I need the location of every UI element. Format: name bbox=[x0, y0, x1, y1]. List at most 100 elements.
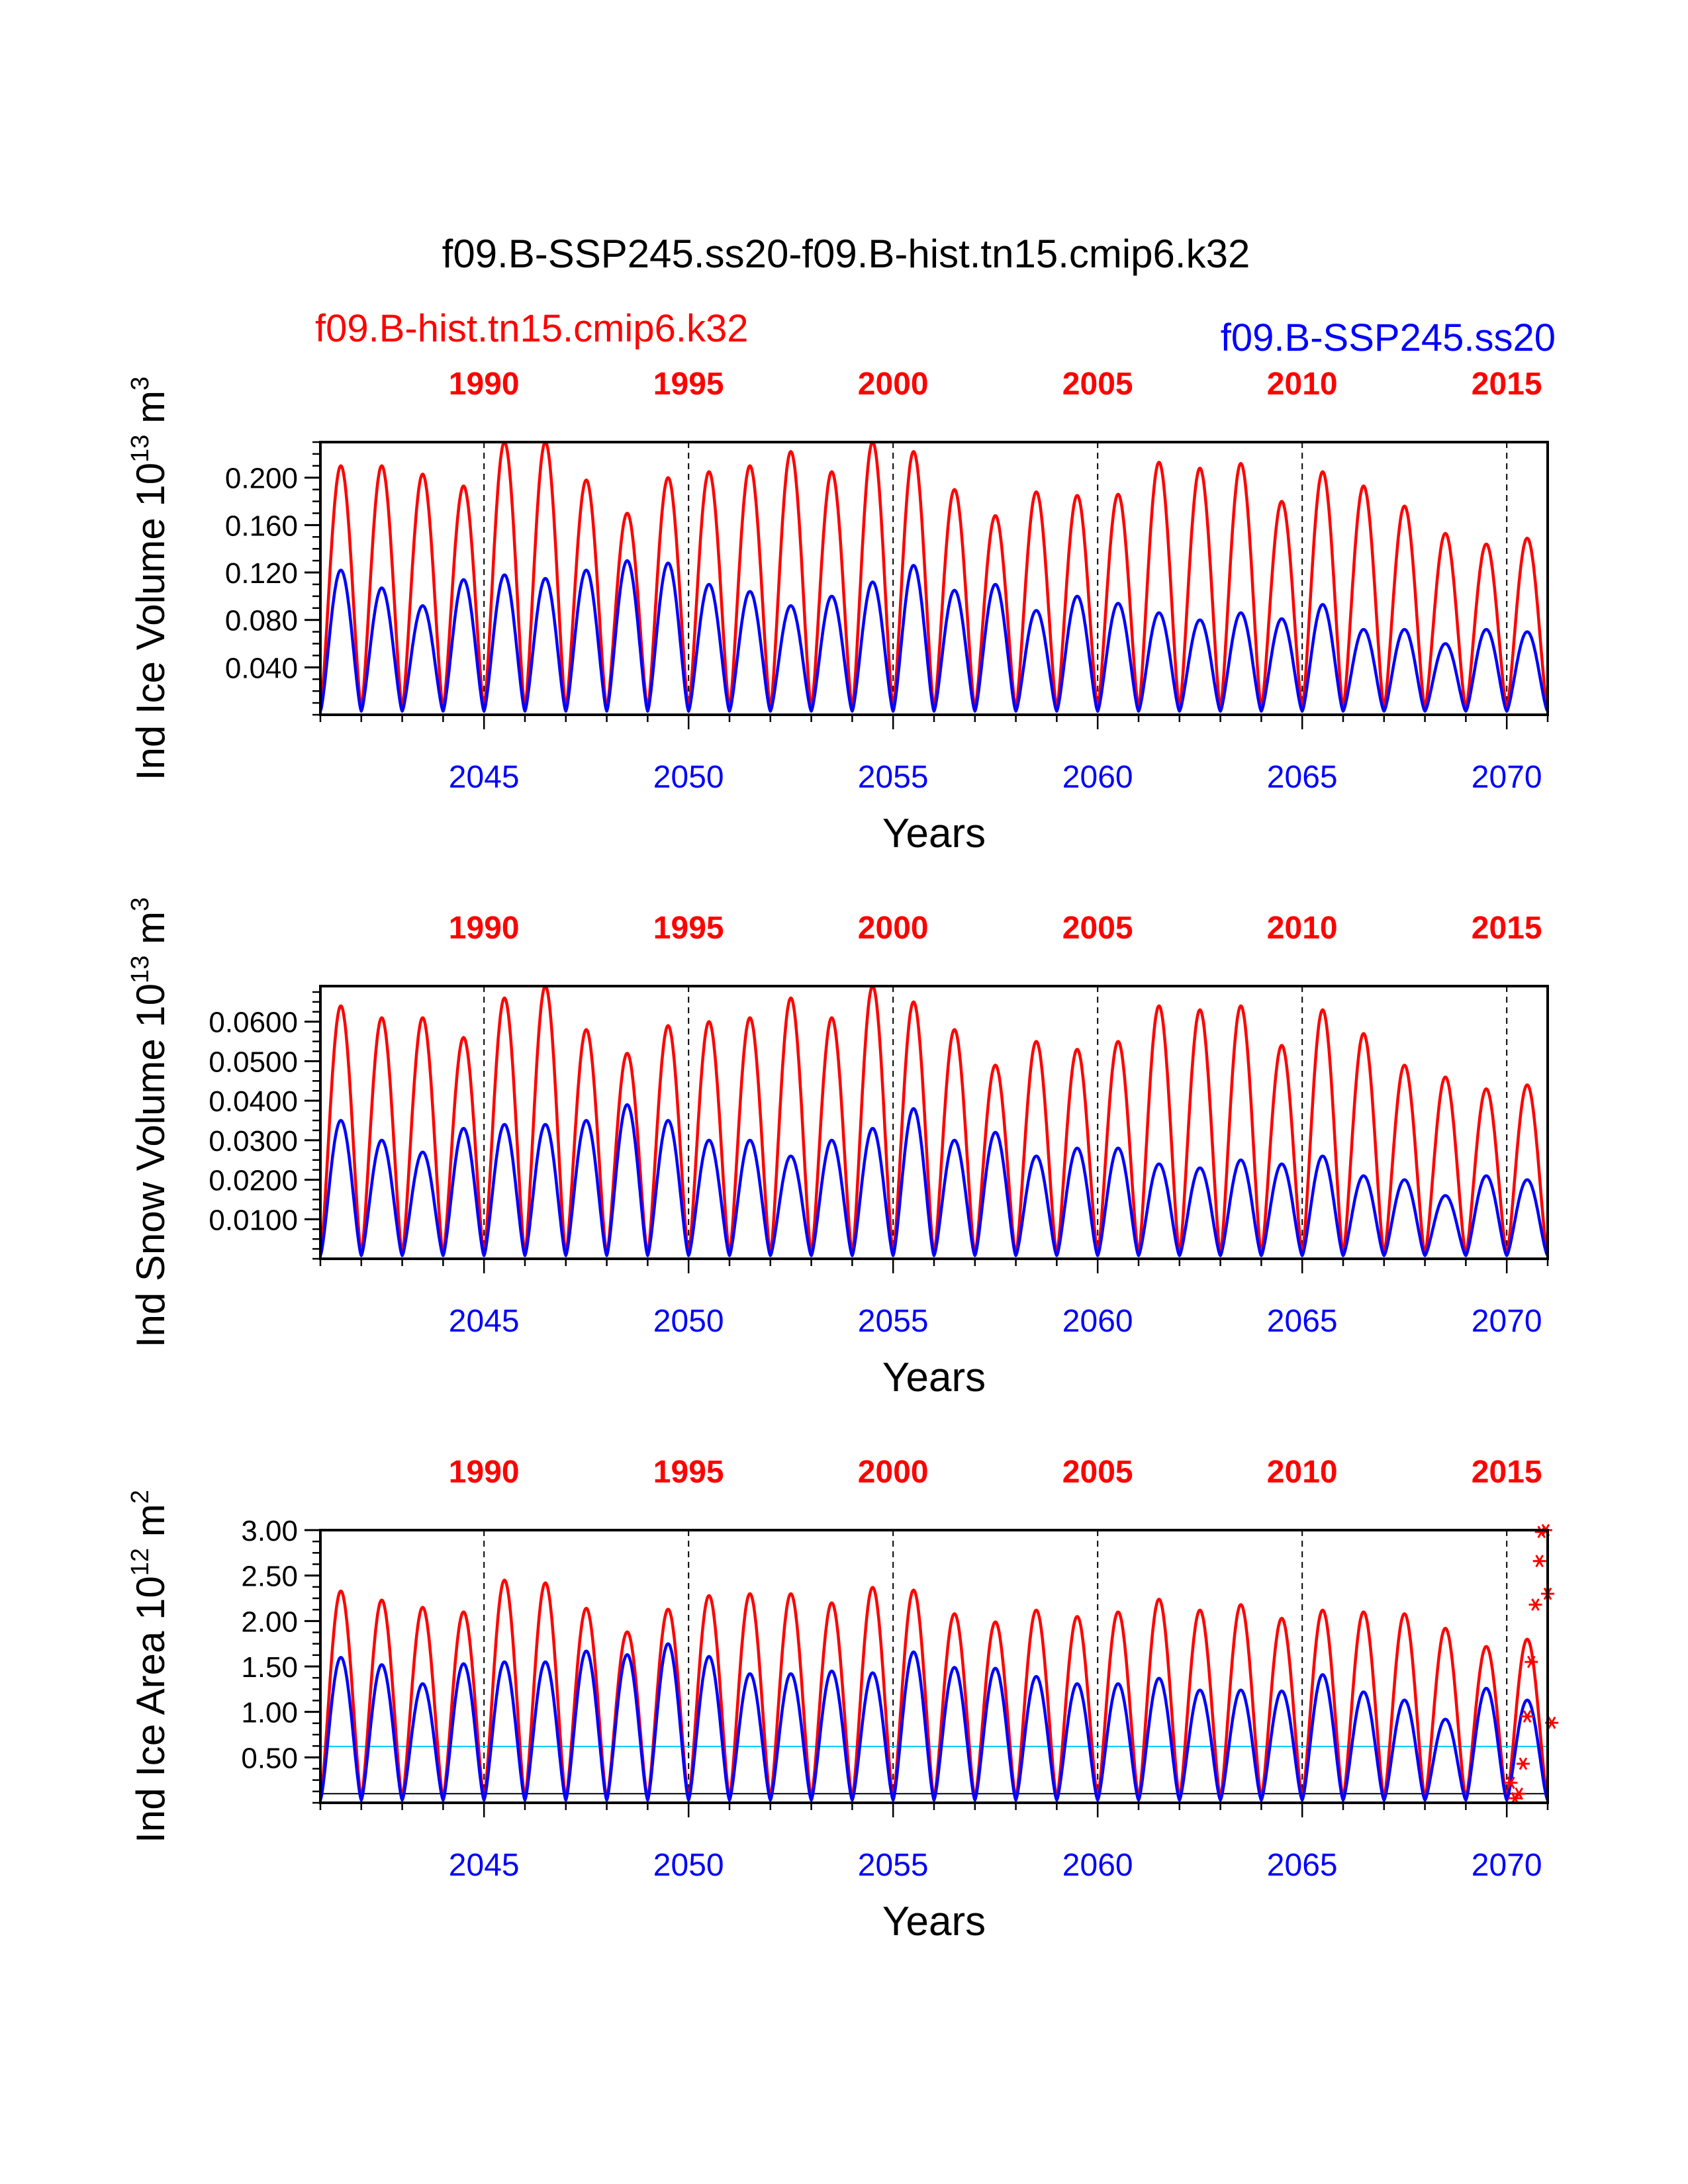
x-tick-label-bottom: 2070 bbox=[1472, 1304, 1542, 1339]
star-stroke bbox=[1507, 1776, 1515, 1790]
x-tick-label-top: 2005 bbox=[1062, 911, 1133, 946]
x-tick-label-bottom: 2050 bbox=[653, 1848, 724, 1883]
y-axis-title-text: Ind Ice Area 10 bbox=[128, 1576, 173, 1843]
y-axis-title: Ind Ice Area 1012 m2 bbox=[126, 1490, 173, 1843]
series-line-hist bbox=[320, 1578, 1548, 1800]
x-tick-label-bottom: 2055 bbox=[858, 1304, 929, 1339]
star-stroke bbox=[1519, 1757, 1528, 1770]
x-tick-label-bottom: 2065 bbox=[1267, 1848, 1338, 1883]
series-line-ssp bbox=[320, 559, 1548, 713]
y-axis-title-exp: 12 bbox=[126, 1548, 154, 1576]
y-axis-title-exp2: 3 bbox=[126, 377, 154, 390]
x-tick-label-bottom: 2045 bbox=[449, 1304, 520, 1339]
panel-1: 0.040 0.080 0.120 0.160 0.200 2045 2050 2055 206… bbox=[126, 367, 1549, 856]
x-tick-label-top: 1990 bbox=[449, 1455, 520, 1490]
y-axis-title-exp2: 3 bbox=[126, 897, 154, 911]
legend-hist-label: f09.B-hist.tn15.cmip6.k32 bbox=[315, 307, 748, 350]
x-tick-label-top: 2010 bbox=[1267, 911, 1338, 946]
star-stroke bbox=[1523, 1710, 1532, 1723]
figure-title: f09.B-SSP245.ss20-f09.B-hist.tn15.cmip6.… bbox=[442, 232, 1250, 276]
x-tick-label-top: 2005 bbox=[1062, 1455, 1133, 1490]
x-tick-label-bottom: 2065 bbox=[1267, 760, 1338, 795]
star-marker bbox=[1512, 1787, 1526, 1800]
series-line-hist bbox=[320, 986, 1548, 1257]
x-tick-label-top: 2010 bbox=[1267, 1455, 1338, 1490]
y-tick-label: 0.50 bbox=[241, 1742, 298, 1774]
y-axis-title-exp2: 2 bbox=[126, 1490, 154, 1504]
y-tick-label: 1.50 bbox=[241, 1651, 298, 1684]
x-tick-label-bottom: 2070 bbox=[1472, 1848, 1542, 1883]
x-tick-label-bottom: 2060 bbox=[1062, 1848, 1133, 1883]
y-axis-title-unit: m bbox=[128, 911, 173, 956]
x-tick-label-top: 2015 bbox=[1472, 911, 1542, 946]
y-tick-label: 0.040 bbox=[225, 652, 298, 684]
plot-area bbox=[320, 442, 1548, 713]
y-tick-label: 2.50 bbox=[241, 1561, 298, 1593]
x-tick-label-top: 2010 bbox=[1267, 367, 1338, 402]
y-axis-title-unit: m bbox=[128, 390, 173, 435]
x-tick-label-bottom: 2050 bbox=[653, 1304, 724, 1339]
x-axis-title: Years bbox=[882, 1899, 986, 1944]
star-marker bbox=[1504, 1776, 1518, 1790]
x-tick-label-top: 2015 bbox=[1472, 1455, 1542, 1490]
series-line-ssp bbox=[320, 1642, 1548, 1802]
x-tick-label-top: 2000 bbox=[858, 1455, 929, 1490]
star-marker bbox=[1528, 1598, 1542, 1612]
x-tick-label-bottom: 2045 bbox=[449, 1848, 520, 1883]
star-marker bbox=[1521, 1710, 1534, 1723]
star-stroke bbox=[1526, 1655, 1536, 1668]
star-stroke bbox=[1531, 1598, 1540, 1612]
x-tick-label-top: 1990 bbox=[449, 367, 520, 402]
x-tick-label-bottom: 2045 bbox=[449, 760, 520, 795]
x-tick-label-top: 2005 bbox=[1062, 367, 1133, 402]
y-axis-title-exp: 13 bbox=[126, 956, 154, 983]
x-axis-title: Years bbox=[882, 1355, 986, 1400]
y-axis-title-exp: 13 bbox=[126, 435, 154, 463]
plot-frame bbox=[319, 1529, 1549, 1804]
star-stroke bbox=[1547, 1716, 1556, 1729]
x-tick-label-bottom: 2060 bbox=[1062, 1304, 1133, 1339]
legend-ssp-label: f09.B-SSP245.ss20 bbox=[1221, 316, 1556, 359]
x-axis-title: Years bbox=[882, 811, 986, 856]
panels: 0.040 0.080 0.120 0.160 0.200 2045 2050 2055 206… bbox=[126, 367, 1559, 1944]
y-tick-label: 0.0500 bbox=[209, 1046, 298, 1078]
panel-3: 0.50 1.00 1.50 2.00 2.50 3.00 2045 2050 2055 2060… bbox=[126, 1455, 1559, 1944]
y-tick-label: 0.0300 bbox=[209, 1125, 298, 1158]
y-tick-label: 3.00 bbox=[241, 1515, 298, 1547]
y-axis-title-text: Ind Snow Volume 10 bbox=[128, 983, 173, 1347]
x-tick-label-bottom: 2050 bbox=[653, 760, 724, 795]
x-tick-label-top: 2000 bbox=[858, 911, 929, 946]
y-axis-title-text: Ind Ice Volume 10 bbox=[128, 463, 173, 780]
y-tick-label: 0.160 bbox=[225, 510, 298, 542]
y-axis-title: Ind Ice Volume 1013 m3 bbox=[126, 377, 173, 780]
plot-area bbox=[320, 986, 1548, 1257]
plot-frame bbox=[319, 441, 1549, 716]
y-tick-label: 0.120 bbox=[225, 557, 298, 590]
panel-2: 0.0100 0.0200 0.0300 0.0400 0.0500 0.0600 2045… bbox=[126, 897, 1549, 1400]
star-marker bbox=[1524, 1655, 1538, 1668]
x-tick-label-top: 1995 bbox=[653, 367, 724, 402]
star-stroke bbox=[1515, 1787, 1524, 1800]
x-tick-label-top: 1990 bbox=[449, 911, 520, 946]
y-tick-label: 2.00 bbox=[241, 1606, 298, 1638]
y-tick-label: 0.0100 bbox=[209, 1204, 298, 1236]
star-stroke bbox=[1535, 1555, 1544, 1568]
y-axis-title: Ind Snow Volume 1013 m3 bbox=[126, 897, 173, 1347]
x-tick-label-top: 1995 bbox=[653, 911, 724, 946]
x-tick-label-top: 1995 bbox=[653, 1455, 724, 1490]
star-marker bbox=[1516, 1757, 1530, 1770]
series-line-ssp bbox=[320, 1103, 1548, 1257]
y-tick-label: 1.00 bbox=[241, 1697, 298, 1729]
y-tick-label: 0.0400 bbox=[209, 1085, 298, 1118]
plot-frame bbox=[319, 985, 1549, 1260]
y-tick-label: 0.0600 bbox=[209, 1007, 298, 1039]
x-tick-label-top: 2000 bbox=[858, 367, 929, 402]
y-axis-title-unit: m bbox=[128, 1504, 173, 1548]
plot-area bbox=[320, 1578, 1548, 1802]
y-tick-label: 0.080 bbox=[225, 605, 298, 637]
star-marker bbox=[1532, 1555, 1546, 1568]
y-tick-label: 0.0200 bbox=[209, 1165, 298, 1197]
x-tick-label-bottom: 2070 bbox=[1472, 760, 1542, 795]
x-tick-label-bottom: 2060 bbox=[1062, 760, 1133, 795]
